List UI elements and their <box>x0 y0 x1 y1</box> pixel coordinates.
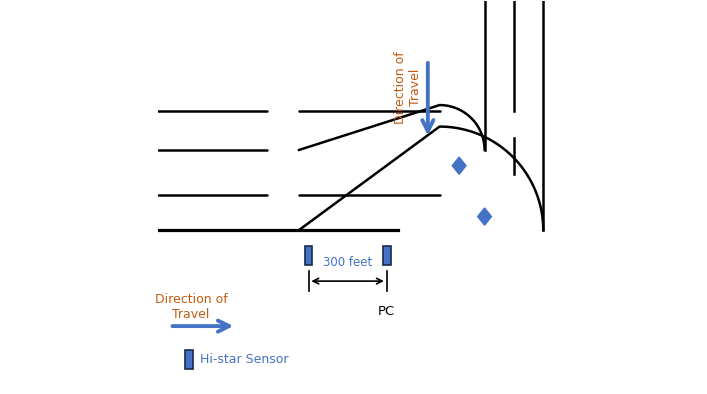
Text: Direction of
Travel: Direction of Travel <box>155 292 228 321</box>
Text: Direction of
Travel: Direction of Travel <box>395 51 422 124</box>
Text: 300 feet: 300 feet <box>323 256 373 269</box>
Bar <box>185 350 193 369</box>
Text: Hi-star Sensor: Hi-star Sensor <box>200 353 288 366</box>
Bar <box>305 246 312 265</box>
Polygon shape <box>452 157 466 174</box>
Text: PC: PC <box>378 305 395 318</box>
Bar <box>383 246 391 265</box>
Polygon shape <box>478 208 491 225</box>
